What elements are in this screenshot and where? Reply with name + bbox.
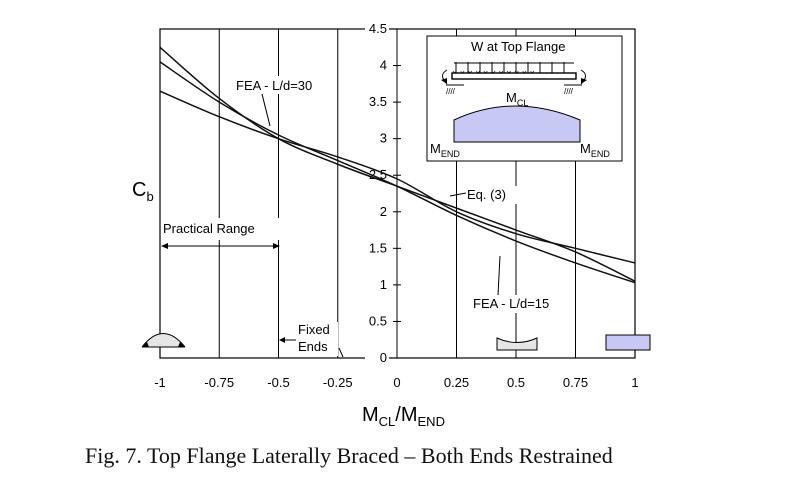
y-tick-label-bg bbox=[365, 203, 389, 217]
y-tick-label: 2 bbox=[380, 204, 387, 219]
fixed-ends-label-line2: Ends bbox=[298, 339, 328, 354]
x-tick-label: -1 bbox=[154, 375, 166, 390]
y-tick-label: 0.5 bbox=[369, 313, 387, 328]
inset-mend-left: MEND bbox=[430, 141, 460, 159]
inset-title: W at Top Flange bbox=[471, 39, 565, 54]
svg-text:////: //// bbox=[564, 87, 574, 96]
y-tick-label-bg bbox=[365, 130, 389, 144]
series-line-3 bbox=[159, 90, 636, 264]
inset-mend-right: MEND bbox=[580, 141, 610, 159]
fea15-label: FEA - L/d=15 bbox=[473, 296, 549, 311]
fixed-ends-annotation: Fixed Ends bbox=[279, 322, 344, 358]
beam-icon bbox=[451, 72, 577, 80]
y-tick-label: 3.5 bbox=[369, 94, 387, 109]
y-tick-label-bg bbox=[365, 276, 389, 290]
x-tick-label: -0.25 bbox=[323, 375, 353, 390]
moment-diagram bbox=[453, 105, 581, 143]
y-tick-label-bg bbox=[365, 94, 389, 108]
arch-moment-icon bbox=[141, 333, 186, 348]
eq3-label: Eq. (3) bbox=[467, 187, 506, 202]
y-axis: 0 0.5 1 1.5 2 2.5 3 3.5 4 4.5 bbox=[365, 21, 401, 365]
fea30-label: FEA - L/d=30 bbox=[236, 78, 312, 93]
y-tick-label: 4.5 bbox=[369, 21, 387, 36]
y-tick-label-bg bbox=[365, 21, 389, 34]
y-tick-label: 4 bbox=[380, 58, 387, 73]
inset-mcl-label: MCL bbox=[506, 90, 528, 108]
y-axis-label: Cb bbox=[132, 179, 154, 204]
uniform-moment-icon bbox=[605, 334, 651, 351]
y-tick-label-bg bbox=[365, 313, 389, 327]
x-tick-label: 0.75 bbox=[563, 375, 588, 390]
x-tick-label: 1 bbox=[631, 375, 638, 390]
y-tick-label: 1.5 bbox=[369, 240, 387, 255]
y-tick-label-bg bbox=[365, 240, 389, 254]
x-tick-label: 0.25 bbox=[444, 375, 469, 390]
x-tick-label: -0.75 bbox=[204, 375, 234, 390]
figure-caption: Fig. 7. Top Flange Laterally Braced – Bo… bbox=[85, 443, 613, 468]
practical-range-annotation: Practical Range bbox=[161, 218, 280, 249]
fea30-annotation: FEA - L/d=30 bbox=[234, 76, 332, 127]
x-axis-label: MCL/MEND bbox=[362, 404, 445, 429]
series-line-2 bbox=[159, 46, 636, 282]
x-tick-label: -0.5 bbox=[267, 375, 289, 390]
svg-text:////: //// bbox=[446, 87, 456, 96]
fixed-ends-label-line1: Fixed bbox=[298, 322, 330, 337]
x-axis: -1 -0.75 -0.5 -0.25 0 0.25 0.5 0.75 1 bbox=[154, 375, 638, 390]
load-diagram-inset: W at Top Flange × × × × × × × × × × × //… bbox=[426, 35, 623, 162]
y-tick-label: 2.5 bbox=[369, 167, 387, 182]
y-tick-label-bg bbox=[365, 57, 389, 71]
data-series bbox=[159, 46, 636, 284]
y-tick-label-bg bbox=[365, 350, 389, 363]
y-tick-label: 0 bbox=[380, 350, 387, 365]
practical-range-label: Practical Range bbox=[163, 221, 255, 236]
x-tick-label: 0 bbox=[393, 375, 400, 390]
y-tick-label: 3 bbox=[380, 131, 387, 146]
eq3-annotation: Eq. (3) bbox=[449, 186, 518, 204]
x-tick-label: 0.5 bbox=[507, 375, 525, 390]
y-tick-label: 1 bbox=[380, 277, 387, 292]
fea15-annotation: FEA - L/d=15 bbox=[471, 255, 575, 313]
saddle-moment-icon bbox=[496, 337, 538, 351]
